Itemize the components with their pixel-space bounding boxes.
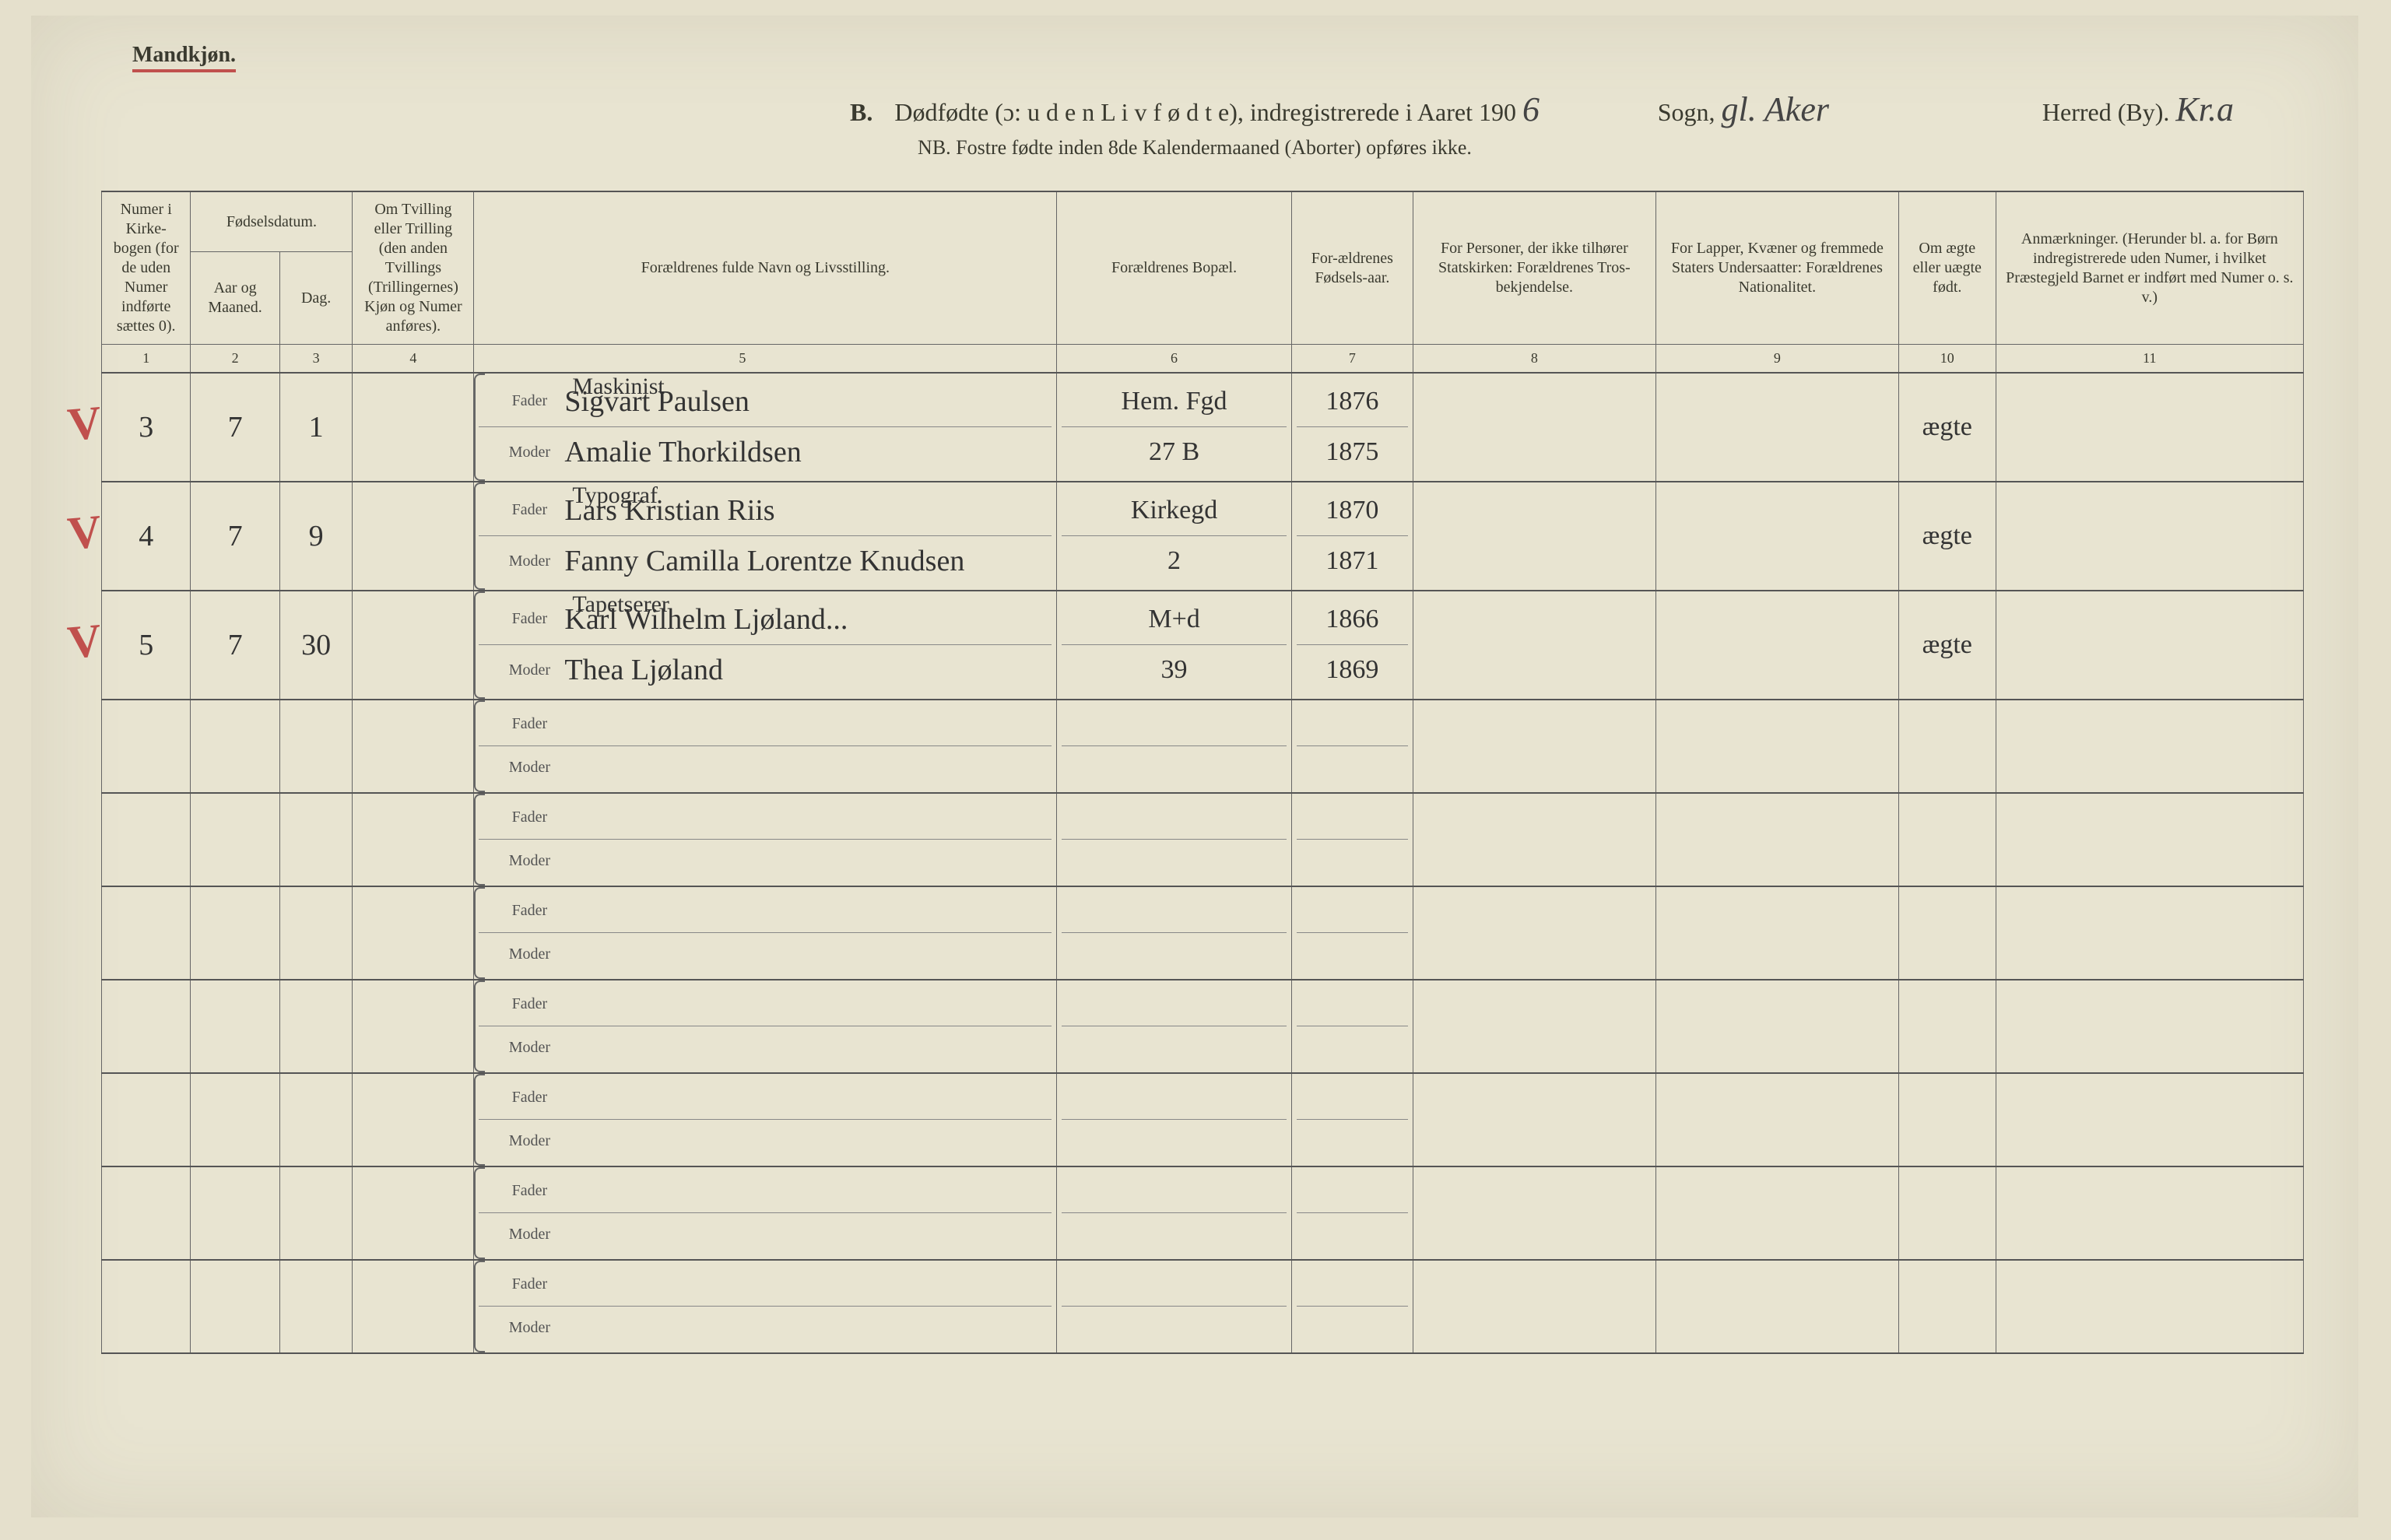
- mother-label: Moder: [494, 852, 564, 870]
- legitimacy: ægte: [1922, 412, 1972, 441]
- colnum: 9: [1655, 345, 1898, 373]
- mother-label: Moder: [494, 661, 564, 679]
- header-line: B. Dødfødte (ɔ: u d e n L i v f ø d t e)…: [31, 89, 2358, 129]
- colnum: 11: [1996, 345, 2303, 373]
- tros-cell: [1413, 591, 1655, 700]
- herred-label: Herred (By).: [2042, 98, 2169, 126]
- colnum: 8: [1413, 345, 1655, 373]
- header-prefix: B.: [850, 98, 872, 126]
- table-row: Fader Moder: [102, 1073, 2304, 1166]
- remarks-cell: [1996, 373, 2303, 482]
- legitimacy: ægte: [1922, 630, 1972, 659]
- father-label: Fader: [494, 1182, 564, 1200]
- mother-label: Moder: [494, 1226, 564, 1244]
- mother-name: Amalie Thorkildsen: [564, 435, 801, 469]
- colnum: 5: [474, 345, 1057, 373]
- father-label: Fader: [494, 1275, 564, 1293]
- father-label: Fader: [494, 1089, 564, 1107]
- mother-label: Moder: [494, 1039, 564, 1057]
- tros-cell: [1413, 373, 1655, 482]
- mother-label: Moder: [494, 945, 564, 963]
- table-row: Fader Moder: [102, 980, 2304, 1073]
- table-row: Fader Moder: [102, 886, 2304, 980]
- month: 7: [228, 411, 243, 444]
- father-label: Fader: [494, 902, 564, 920]
- col-header-2: Aar og Maaned.: [191, 252, 279, 345]
- father-label: Fader: [494, 610, 564, 628]
- twin-cell: [353, 373, 474, 482]
- col-header-6: Forældrenes Bopæl.: [1057, 191, 1292, 345]
- check-mark: V: [65, 395, 104, 452]
- table-row: Fader Moder: [102, 700, 2304, 793]
- mother-label: Moder: [494, 759, 564, 777]
- nationality-cell: [1655, 591, 1898, 700]
- sogn-label: Sogn,: [1658, 98, 1715, 126]
- colnum: 4: [353, 345, 474, 373]
- month: 7: [228, 629, 243, 661]
- father-label: Fader: [494, 715, 564, 733]
- entry-number: 3: [139, 411, 153, 444]
- col-header-4: Om Tvilling eller Trilling (den anden Tv…: [353, 191, 474, 345]
- col-header-8: For Personer, der ikke tilhører Statskir…: [1413, 191, 1655, 345]
- father-label: Fader: [494, 501, 564, 519]
- twin-cell: [353, 482, 474, 591]
- mother-label: Moder: [494, 444, 564, 461]
- check-mark: V: [65, 613, 104, 670]
- father-occupation: Typograf: [572, 482, 658, 509]
- table-row: V479FaderTypografLars Kristian RiisModer…: [102, 482, 2304, 591]
- father-label: Fader: [494, 392, 564, 410]
- table-row: Fader Moder: [102, 793, 2304, 886]
- col-header-10: Om ægte eller uægte født.: [1898, 191, 1996, 345]
- day: 30: [301, 629, 331, 661]
- month: 7: [228, 520, 243, 553]
- twin-cell: [353, 591, 474, 700]
- nationality-cell: [1655, 373, 1898, 482]
- colnum: 3: [279, 345, 353, 373]
- colnum: 7: [1291, 345, 1413, 373]
- father-occupation: Maskinist: [572, 374, 664, 400]
- sub-note: NB. Fostre fødte inden 8de Kalendermaane…: [31, 136, 2358, 160]
- colnum: 10: [1898, 345, 1996, 373]
- col-header-1: Numer i Kirke-bogen (for de uden Numer i…: [102, 191, 191, 345]
- mother-label: Moder: [494, 1132, 564, 1150]
- mother-label: Moder: [494, 553, 564, 570]
- header-title: Dødfødte (ɔ: u d e n L i v f ø d t e), i…: [894, 98, 1516, 126]
- remarks-cell: [1996, 482, 2303, 591]
- day: 9: [309, 520, 324, 553]
- col-header-9: For Lapper, Kvæner og fremmede Staters U…: [1655, 191, 1898, 345]
- father-label: Fader: [494, 809, 564, 826]
- colnum: 6: [1057, 345, 1292, 373]
- gender-label: Mandkjøn.: [132, 43, 236, 72]
- entry-number: 4: [139, 520, 153, 553]
- table-row: V371FaderMaskinistSigvart PaulsenModerAm…: [102, 373, 2304, 482]
- table-row: Fader Moder: [102, 1166, 2304, 1260]
- col-header-5: Forældrenes fulde Navn og Livsstilling.: [474, 191, 1057, 345]
- father-occupation: Tapetserer: [572, 591, 669, 618]
- father-label: Fader: [494, 995, 564, 1013]
- col-header-2-group: Fødselsdatum.: [191, 191, 353, 252]
- check-mark: V: [65, 504, 104, 561]
- header-year-hw: 6: [1522, 90, 1540, 128]
- colnum: 2: [191, 345, 279, 373]
- nationality-cell: [1655, 482, 1898, 591]
- sogn-value: gl. Aker: [1722, 90, 1830, 128]
- colnum: 1: [102, 345, 191, 373]
- register-table: Numer i Kirke-bogen (for de uden Numer i…: [101, 191, 2304, 1354]
- entry-number: 5: [139, 629, 153, 661]
- col-header-7: For-ældrenes Fødsels-aar.: [1291, 191, 1413, 345]
- table-row: V5730FaderTapetsererKarl Wilhelm Ljøland…: [102, 591, 2304, 700]
- herred-value: Kr.a: [2175, 90, 2234, 128]
- tros-cell: [1413, 482, 1655, 591]
- day: 1: [309, 411, 324, 444]
- mother-name: Thea Ljøland: [564, 653, 723, 687]
- mother-label: Moder: [494, 1319, 564, 1337]
- col-header-11: Anmærkninger. (Herunder bl. a. for Børn …: [1996, 191, 2303, 345]
- table-row: Fader Moder: [102, 1260, 2304, 1353]
- legitimacy: ægte: [1922, 521, 1972, 550]
- remarks-cell: [1996, 591, 2303, 700]
- col-header-3: Dag.: [279, 252, 353, 345]
- mother-name: Fanny Camilla Lorentze Knudsen: [564, 544, 964, 578]
